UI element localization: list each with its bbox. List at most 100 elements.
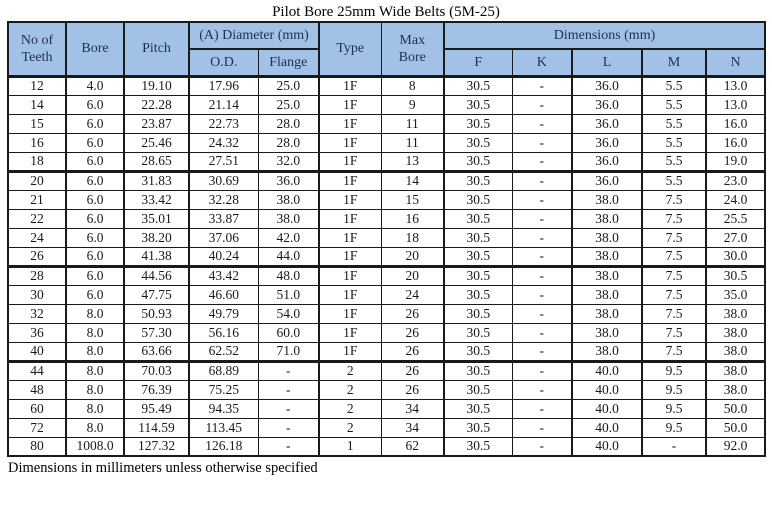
cell-k: - — [511, 94, 573, 115]
cell-no_of_teeth: 72 — [7, 417, 67, 438]
cell-f: 30.5 — [443, 75, 513, 96]
table-row: 80 1008.0 127.32 126.18-1 62 30.5-40.0-92.0 — [7, 436, 766, 457]
header-f: F — [443, 48, 513, 78]
cell-m: 7.5 — [641, 227, 707, 248]
cell-od: 40.24 — [188, 246, 259, 268]
cell-f: 30.5 — [443, 170, 513, 191]
cell-l: 40.0 — [571, 417, 643, 438]
cell-max_bore: 26 — [380, 322, 445, 343]
cell-pitch: 25.46 — [123, 132, 190, 153]
table-row: 60 8.0 95.49 94.35-2 34 30.5-40.0 9.5 50.0 — [7, 398, 766, 419]
cell-bore: 6.0 — [65, 170, 125, 191]
cell-n: 13.0 — [705, 75, 766, 96]
cell-no_of_teeth: 48 — [7, 379, 67, 400]
cell-m: 7.5 — [641, 284, 707, 305]
cell-no_of_teeth: 36 — [7, 322, 67, 343]
cell-n: 16.0 — [705, 132, 766, 153]
cell-bore: 6.0 — [65, 132, 125, 153]
cell-od: 17.96 — [188, 75, 259, 96]
cell-max_bore: 62 — [380, 436, 445, 457]
cell-type: 1 — [318, 436, 382, 457]
cell-flange: 54.0 — [257, 303, 320, 324]
cell-od: 46.60 — [188, 284, 259, 305]
header-flange: Flange — [257, 48, 320, 78]
cell-no_of_teeth: 21 — [7, 189, 67, 210]
cell-no_of_teeth: 22 — [7, 208, 67, 229]
cell-flange: 36.0 — [257, 170, 320, 191]
cell-flange: 28.0 — [257, 113, 320, 134]
cell-l: 40.0 — [571, 398, 643, 419]
table-row: 72 8.0 114.59 113.45-2 34 30.5-40.0 9.5 50.0 — [7, 417, 766, 438]
cell-l: 36.0 — [571, 94, 643, 115]
header-bore: Bore — [65, 21, 125, 78]
cell-f: 30.5 — [443, 341, 513, 363]
cell-m: 5.5 — [641, 94, 707, 115]
cell-type: 1F — [318, 284, 382, 305]
cell-l: 38.0 — [571, 246, 643, 268]
cell-bore: 6.0 — [65, 151, 125, 173]
cell-pitch: 38.20 — [123, 227, 190, 248]
header-l: L — [571, 48, 643, 78]
table-row: 48 8.0 76.39 75.25-2 26 30.5-40.0 9.5 38.0 — [7, 379, 766, 400]
cell-l: 36.0 — [571, 113, 643, 134]
cell-n: 30.5 — [705, 265, 766, 286]
cell-pitch: 28.65 — [123, 151, 190, 173]
cell-od: 27.51 — [188, 151, 259, 173]
cell-flange: 25.0 — [257, 75, 320, 96]
cell-f: 30.5 — [443, 208, 513, 229]
cell-pitch: 22.28 — [123, 94, 190, 115]
cell-pitch: 33.42 — [123, 189, 190, 210]
cell-f: 30.5 — [443, 398, 513, 419]
cell-n: 23.0 — [705, 170, 766, 191]
cell-k: - — [511, 132, 573, 153]
cell-bore: 6.0 — [65, 246, 125, 268]
cell-f: 30.5 — [443, 360, 513, 381]
cell-no_of_teeth: 26 — [7, 246, 67, 268]
cell-k: - — [511, 417, 573, 438]
cell-max_bore: 15 — [380, 189, 445, 210]
cell-k: - — [511, 151, 573, 173]
cell-f: 30.5 — [443, 94, 513, 115]
cell-m: 5.5 — [641, 151, 707, 173]
cell-type: 2 — [318, 360, 382, 381]
cell-bore: 6.0 — [65, 94, 125, 115]
cell-flange: 32.0 — [257, 151, 320, 173]
table-header: No of Teeth Bore Pitch (A) Diameter (mm)… — [7, 21, 766, 78]
cell-n: 92.0 — [705, 436, 766, 457]
cell-no_of_teeth: 12 — [7, 75, 67, 96]
cell-max_bore: 20 — [380, 246, 445, 268]
cell-od: 21.14 — [188, 94, 259, 115]
cell-l: 38.0 — [571, 303, 643, 324]
cell-bore: 8.0 — [65, 341, 125, 363]
cell-k: - — [511, 227, 573, 248]
table-row: 18 6.0 28.65 27.51 32.0 1F 13 30.5-36.0 5.5 19.0 — [7, 151, 766, 173]
cell-k: - — [511, 436, 573, 457]
cell-k: - — [511, 113, 573, 134]
cell-max_bore: 34 — [380, 398, 445, 419]
belts-spec-table: No of Teeth Bore Pitch (A) Diameter (mm)… — [7, 21, 766, 457]
cell-flange: - — [257, 379, 320, 400]
cell-pitch: 127.32 — [123, 436, 190, 457]
cell-m: 5.5 — [641, 113, 707, 134]
cell-bore: 8.0 — [65, 398, 125, 419]
cell-max_bore: 26 — [380, 360, 445, 381]
cell-pitch: 70.03 — [123, 360, 190, 381]
cell-od: 75.25 — [188, 379, 259, 400]
cell-max_bore: 9 — [380, 94, 445, 115]
cell-l: 40.0 — [571, 436, 643, 457]
cell-od: 126.18 — [188, 436, 259, 457]
cell-pitch: 95.49 — [123, 398, 190, 419]
header-dimensions-group: Dimensions (mm) — [443, 21, 766, 50]
table-row: 20 6.0 31.83 30.69 36.0 1F 14 30.5-36.0 5.5 23.0 — [7, 170, 766, 191]
cell-k: - — [511, 341, 573, 363]
cell-m: 7.5 — [641, 189, 707, 210]
cell-type: 1F — [318, 303, 382, 324]
cell-pitch: 47.75 — [123, 284, 190, 305]
table-row: 15 6.0 23.87 22.73 28.0 1F 11 30.5-36.0 5.5 16.0 — [7, 113, 766, 134]
cell-f: 30.5 — [443, 436, 513, 457]
cell-m: - — [641, 436, 707, 457]
cell-od: 24.32 — [188, 132, 259, 153]
cell-bore: 6.0 — [65, 284, 125, 305]
cell-pitch: 23.87 — [123, 113, 190, 134]
table-row: 30 6.0 47.75 46.60 51.0 1F 24 30.5-38.0 7.5 35.0 — [7, 284, 766, 305]
